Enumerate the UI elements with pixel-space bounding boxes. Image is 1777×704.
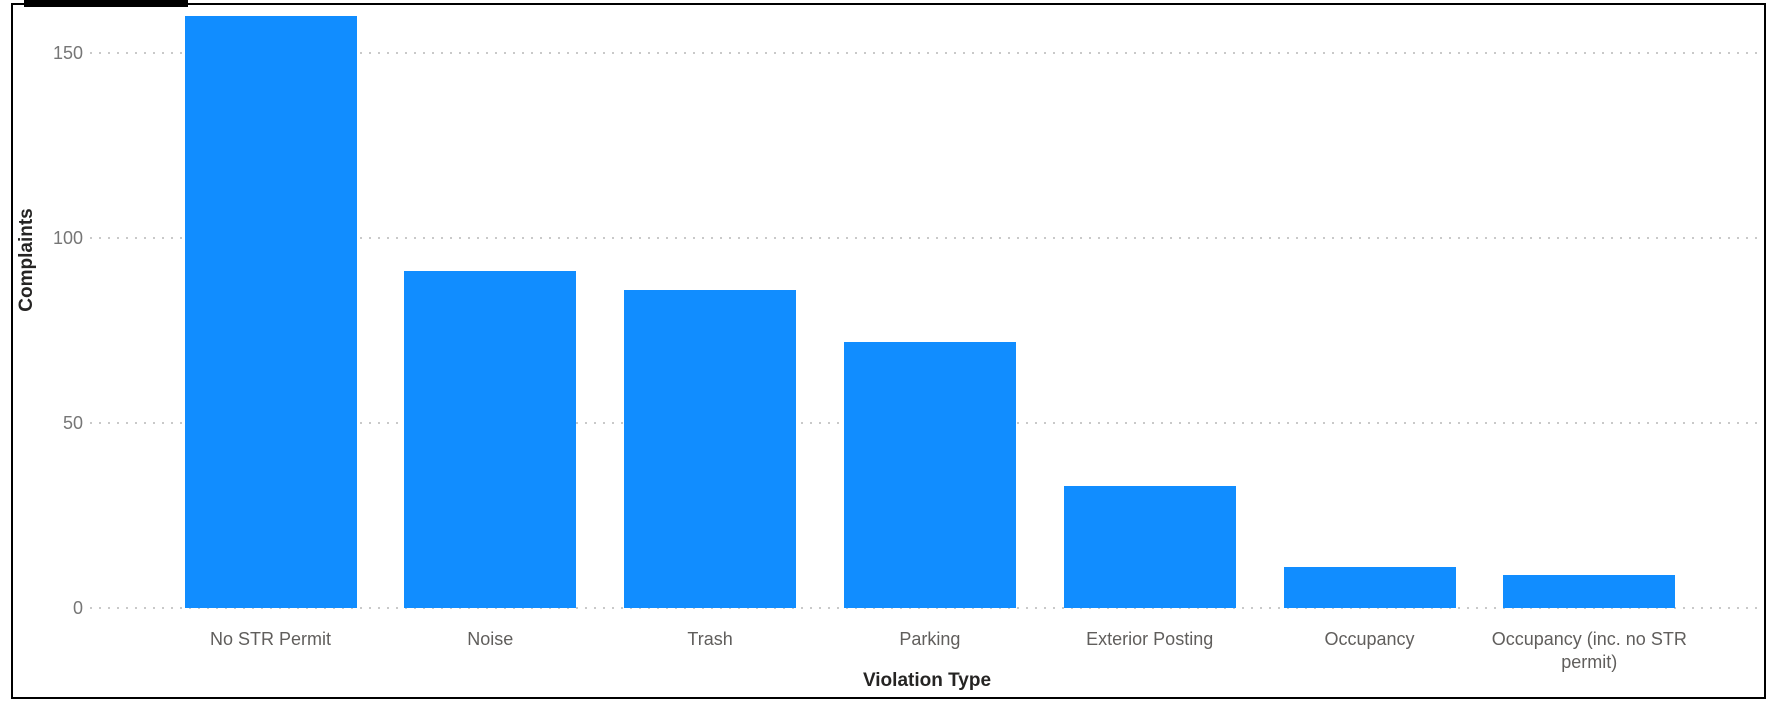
bar-no-str-permit[interactable] bbox=[184, 16, 357, 608]
bar-occupancy-inc-no-str-permit[interactable] bbox=[1503, 575, 1676, 608]
category-label-5: Occupancy bbox=[1324, 629, 1415, 649]
category-label-2: Trash bbox=[687, 629, 733, 649]
gridline-150 bbox=[90, 52, 1764, 54]
y-axis-tick-label-100: 100 bbox=[52, 228, 83, 248]
y-axis-tick-label-50: 50 bbox=[62, 413, 83, 433]
category-label-3: Parking bbox=[899, 629, 961, 649]
category-label-1: Noise bbox=[467, 629, 514, 649]
bar-noise[interactable] bbox=[404, 271, 577, 608]
bar-exterior-posting[interactable] bbox=[1063, 486, 1236, 608]
y-axis-tick-label-0: 0 bbox=[72, 598, 83, 618]
category-label-6: Occupancy (inc. no STR permit) bbox=[1491, 629, 1687, 672]
x-axis-title: Violation Type bbox=[862, 670, 992, 691]
bar-occupancy[interactable] bbox=[1283, 567, 1456, 608]
y-axis-title: Complaints bbox=[16, 208, 37, 312]
category-label-0: No STR Permit bbox=[209, 629, 332, 649]
y-axis-tick-label-150: 150 bbox=[52, 43, 83, 63]
bar-parking[interactable] bbox=[843, 342, 1016, 608]
bar-trash[interactable] bbox=[624, 290, 797, 608]
chart-border bbox=[11, 3, 1766, 699]
gridline-0 bbox=[90, 607, 1764, 609]
category-label-4: Exterior Posting bbox=[1086, 629, 1214, 649]
gridline-100 bbox=[90, 237, 1764, 239]
